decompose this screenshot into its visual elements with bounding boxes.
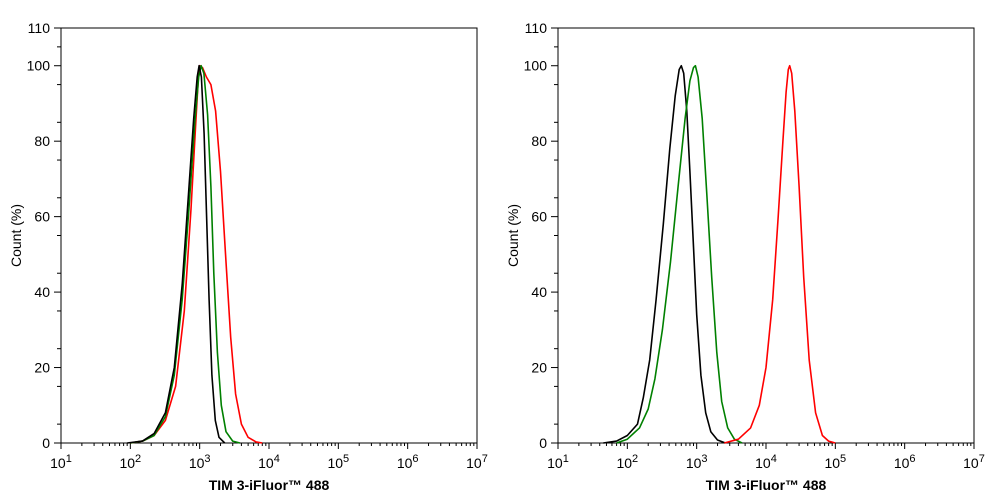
series-line: [724, 64, 836, 444]
x-tick-label: 103: [189, 453, 211, 471]
x-tick-label: 104: [258, 453, 280, 471]
x-tick-label: 103: [686, 453, 708, 471]
y-tick-label: 20: [34, 360, 50, 376]
y-axis-title: Count (%): [505, 204, 521, 267]
histogram-panel-right: 101 102 103 104 105 106 107 0 20 40 60 80 100 110 TIM …: [505, 20, 985, 493]
y-tick-label: 80: [531, 133, 547, 149]
y-tick-label: 0: [539, 435, 547, 451]
x-tick-label: 105: [327, 453, 349, 471]
plot-frame: [60, 27, 478, 444]
y-tick-label: 20: [531, 360, 547, 376]
x-tick-label: 101: [547, 453, 569, 471]
histogram-panel-left: 101 102 103 104 105 106 107 0 20 40 60 80 100 110 TIM …: [8, 20, 488, 493]
x-tick-label: 107: [963, 453, 985, 471]
y-tick-label: 100: [27, 58, 51, 74]
y-tick-label: 40: [34, 284, 50, 300]
y-tick-label: 100: [524, 58, 548, 74]
y-tick-label: 110: [28, 20, 51, 36]
series-line: [130, 64, 263, 444]
series-line: [603, 64, 726, 444]
x-tick-label: 104: [755, 453, 777, 471]
y-tick-label: 110: [525, 20, 548, 36]
y-tick-label: 60: [531, 209, 547, 225]
y-axis-title: Count (%): [8, 204, 24, 267]
y-tick-label: 40: [531, 284, 547, 300]
x-tick-label: 106: [894, 453, 916, 471]
x-axis-title: TIM 3-iFluor™ 488: [706, 477, 827, 493]
series-line: [127, 64, 226, 444]
x-tick-label: 101: [50, 453, 72, 471]
y-tick-label: 80: [34, 133, 50, 149]
x-tick-label: 107: [466, 453, 488, 471]
series-line: [616, 64, 743, 444]
x-tick-label: 102: [119, 453, 141, 471]
x-tick-label: 106: [397, 453, 419, 471]
x-tick-label: 102: [616, 453, 638, 471]
x-tick-label: 105: [824, 453, 846, 471]
x-axis-title: TIM 3-iFluor™ 488: [209, 477, 330, 493]
plot-frame: [557, 27, 975, 444]
y-tick-label: 0: [42, 435, 50, 451]
series-line: [130, 64, 241, 444]
y-tick-label: 60: [34, 209, 50, 225]
